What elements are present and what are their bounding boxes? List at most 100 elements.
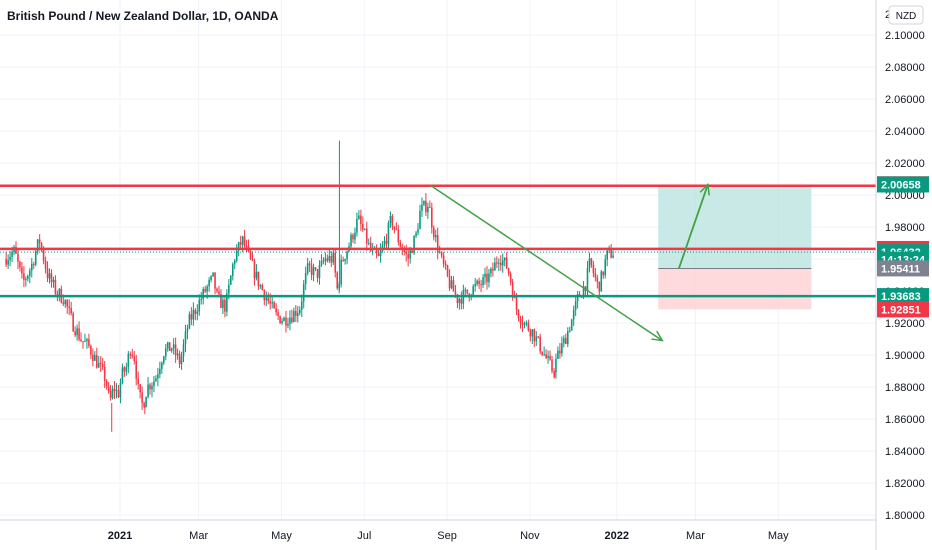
- candle-body: [511, 282, 514, 298]
- candle-body: [576, 294, 579, 302]
- candle-body: [115, 390, 118, 392]
- candle-body: [513, 297, 516, 299]
- candle-body: [287, 323, 289, 326]
- candle-body: [570, 319, 573, 331]
- candle-body: [293, 311, 295, 323]
- candle-body: [265, 297, 268, 301]
- price-axis[interactable]: 1.80000 1.82000 1.84000 1.86000 1.88000 1.900…: [885, 9, 925, 522]
- candle-body: [196, 311, 199, 314]
- target-zone[interactable]: [658, 184, 812, 269]
- candle-body: [423, 200, 425, 205]
- candle-body: [231, 264, 234, 276]
- candle-body: [159, 368, 161, 375]
- candle-body: [119, 382, 122, 398]
- candle-body: [478, 280, 480, 285]
- candle-body: [127, 353, 130, 368]
- candle-body: [444, 263, 447, 266]
- time-tick-label: Sep: [437, 530, 457, 542]
- candle-body: [259, 285, 262, 287]
- candle-body: [50, 273, 53, 283]
- candle-body: [149, 384, 151, 390]
- candle-body: [505, 257, 508, 269]
- candle-body: [375, 248, 378, 254]
- candle-body: [103, 366, 106, 381]
- candle-body: [596, 277, 599, 282]
- candle-body: [318, 265, 321, 278]
- candle-body: [289, 317, 291, 324]
- candle-body: [427, 206, 429, 213]
- price-tick-label: 1.80000: [885, 510, 925, 522]
- candle-body: [261, 285, 264, 291]
- price-tick-label: 1.84000: [885, 446, 925, 458]
- candle-body: [46, 268, 49, 279]
- candle-body: [362, 224, 364, 230]
- candle-body: [198, 300, 201, 312]
- price-label-bg: [877, 301, 929, 318]
- projection-arrow[interactable]: [678, 184, 709, 269]
- candle-body: [360, 215, 362, 225]
- candle-body: [7, 260, 9, 265]
- candle-body: [157, 374, 159, 379]
- candle-body: [346, 251, 348, 260]
- candle-body: [446, 265, 449, 276]
- candle-body: [44, 260, 47, 269]
- price-labels: 2.006732.006581.966271.9643214:13:241.95…: [877, 176, 929, 318]
- candle-body: [283, 317, 285, 321]
- candle-body: [163, 356, 165, 363]
- currency-label: NZD: [896, 11, 917, 22]
- candle-body: [107, 386, 110, 391]
- candle-body: [486, 273, 488, 283]
- candle-body: [151, 385, 153, 390]
- stop-zone[interactable]: [658, 268, 812, 310]
- candle-body: [501, 260, 504, 266]
- trendline[interactable]: [430, 184, 663, 342]
- candle-body: [308, 263, 311, 266]
- candle-body: [310, 265, 313, 275]
- candle-body: [253, 260, 256, 279]
- candle-body: [302, 283, 305, 302]
- candle-body: [503, 257, 506, 261]
- time-axis[interactable]: 2021 Mar May Jul Sep Nov 2022 Mar May: [108, 530, 789, 542]
- candle-body: [334, 252, 337, 273]
- time-tick-label: May: [271, 530, 292, 542]
- candle-body: [324, 258, 327, 262]
- candle-body: [147, 384, 149, 398]
- price-tick-label: 2.06000: [885, 94, 925, 106]
- candle-body: [123, 367, 126, 372]
- candle-body: [332, 252, 335, 263]
- candle-body: [399, 242, 402, 248]
- candle-body: [598, 281, 601, 292]
- candle-body: [535, 336, 538, 342]
- candle-body: [304, 273, 307, 284]
- candle-body: [527, 322, 530, 331]
- projection-arrowhead: [699, 182, 710, 196]
- candle-body: [297, 312, 299, 316]
- candle-body: [604, 259, 607, 276]
- candle-body: [141, 392, 143, 403]
- time-tick-label: Jul: [357, 530, 371, 542]
- candle-body: [88, 339, 90, 346]
- candle-body: [448, 275, 451, 289]
- candle-body: [529, 330, 532, 337]
- candle-body: [218, 291, 220, 295]
- time-tick-label: 2021: [108, 530, 132, 542]
- candle-body: [551, 359, 553, 372]
- candle-body: [245, 246, 248, 248]
- currency-badge[interactable]: [888, 5, 924, 25]
- horizontal-lines[interactable]: [0, 184, 876, 298]
- drawings[interactable]: [430, 182, 710, 342]
- candle-body: [285, 317, 287, 326]
- candle-body: [533, 329, 536, 342]
- candle-body: [344, 259, 346, 261]
- candle-body: [95, 355, 98, 368]
- candle-body: [358, 215, 360, 219]
- candle-body: [168, 342, 171, 351]
- candle-body: [561, 343, 563, 354]
- candle-body: [385, 240, 388, 244]
- price-label: 1.95411: [881, 263, 920, 275]
- candle-body: [356, 218, 358, 233]
- candle-body: [393, 226, 396, 229]
- candle-body: [429, 206, 431, 208]
- candle-body: [243, 236, 246, 247]
